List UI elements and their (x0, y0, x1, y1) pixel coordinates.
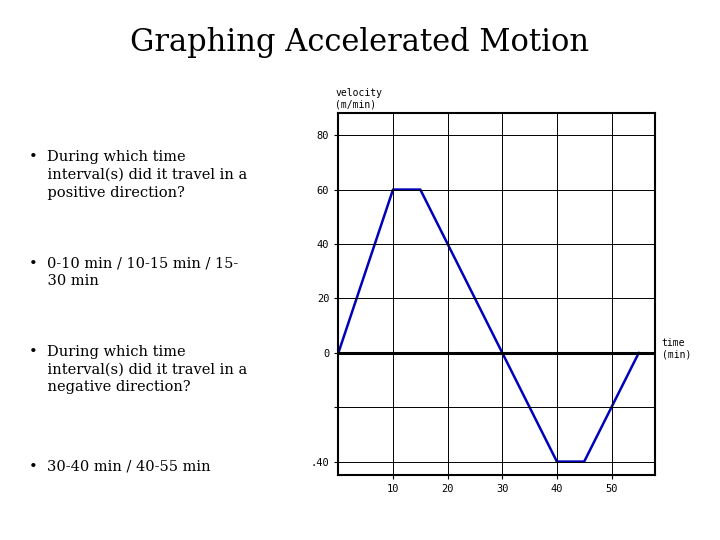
Text: •  During which time
    interval(s) did it travel in a
    negative direction?: • During which time interval(s) did it t… (29, 345, 247, 394)
Text: •  30-40 min / 40-55 min: • 30-40 min / 40-55 min (29, 460, 210, 474)
Text: velocity
(m/min): velocity (m/min) (336, 88, 382, 110)
Text: •  During which time
    interval(s) did it travel in a
    positive direction?: • During which time interval(s) did it t… (29, 150, 247, 200)
Text: Graphing Accelerated Motion: Graphing Accelerated Motion (130, 27, 590, 58)
Text: time
(min): time (min) (662, 339, 691, 360)
Text: •  0-10 min / 10-15 min / 15-
    30 min: • 0-10 min / 10-15 min / 15- 30 min (29, 256, 238, 288)
